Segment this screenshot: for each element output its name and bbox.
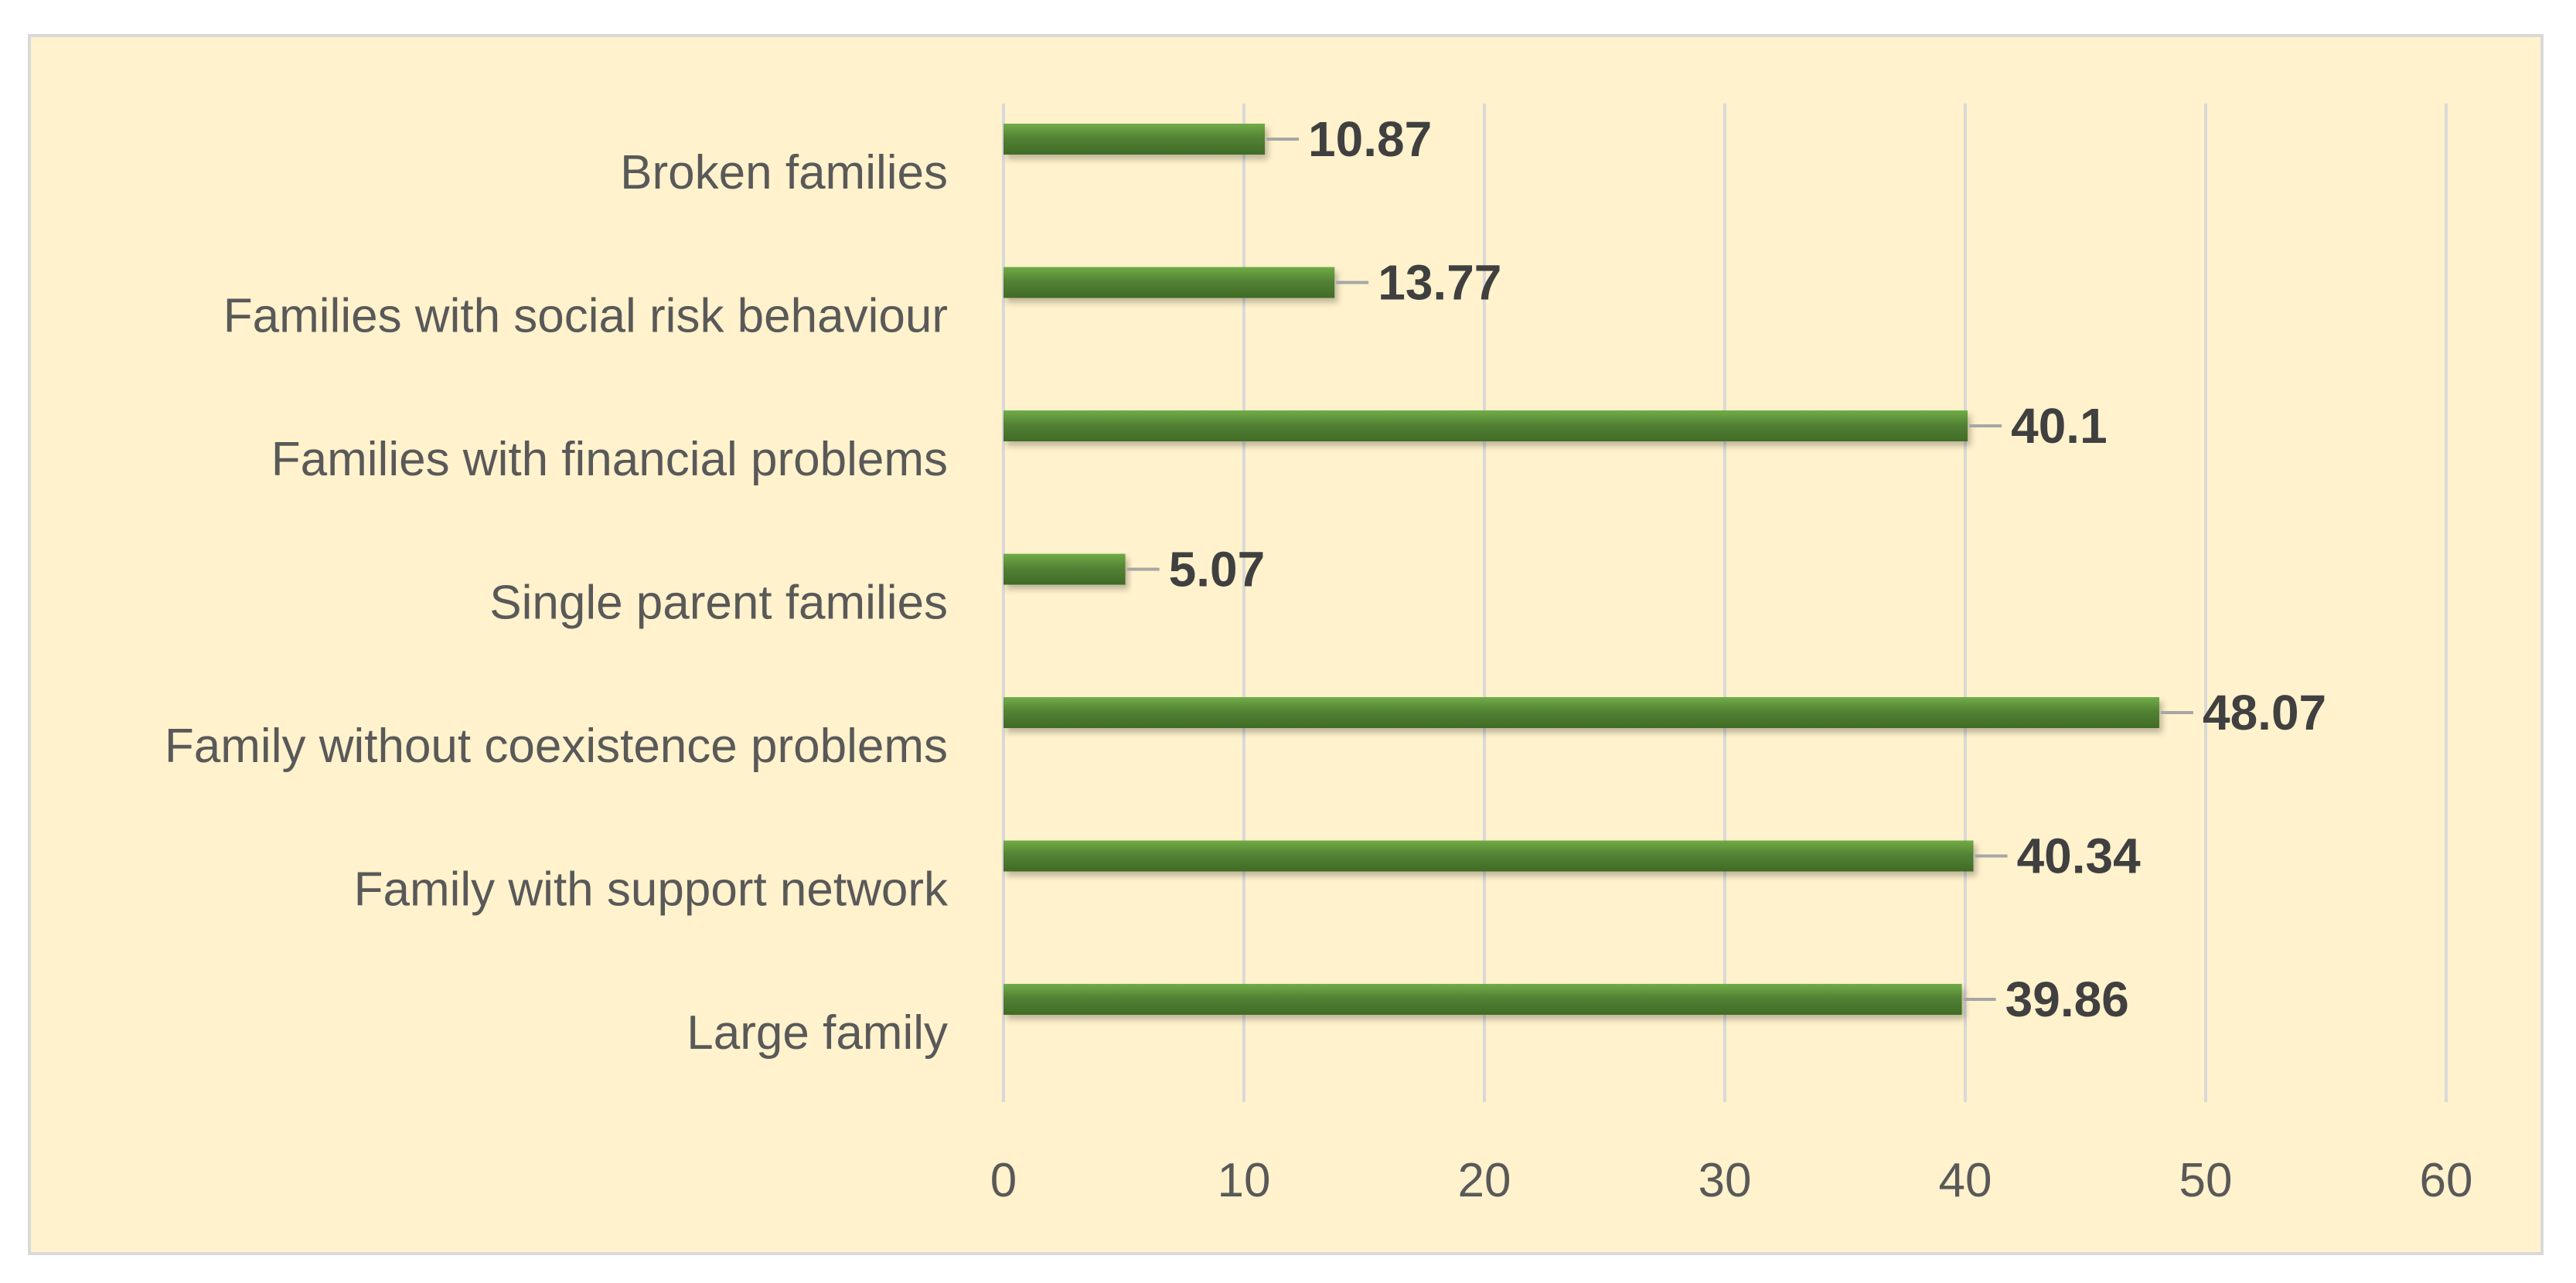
data-label: 40.1 bbox=[2011, 398, 2107, 454]
x-tick-label: 10 bbox=[1218, 1154, 1271, 1207]
bar bbox=[1003, 697, 2159, 728]
category-label: Single parent families bbox=[489, 577, 948, 630]
gridlines bbox=[1002, 104, 2448, 1102]
bar bbox=[1003, 124, 1266, 155]
bar bbox=[1003, 984, 1962, 1015]
chart-area bbox=[28, 34, 2544, 1255]
x-tick-label: 30 bbox=[1699, 1154, 1752, 1207]
data-label: 13.77 bbox=[1378, 255, 1501, 311]
category-label: Large family bbox=[687, 1006, 948, 1060]
category-label: Families with financial problems bbox=[271, 433, 948, 486]
category-label: Family without coexistence problems bbox=[165, 720, 948, 773]
x-tick-label: 60 bbox=[2420, 1154, 2473, 1207]
x-tick-label: 50 bbox=[2179, 1154, 2233, 1207]
x-tick-label: 0 bbox=[990, 1154, 1017, 1207]
bars bbox=[1003, 124, 2159, 1015]
bar bbox=[1003, 267, 1335, 298]
bar bbox=[1003, 553, 1126, 585]
x-tick-label: 40 bbox=[1939, 1154, 1992, 1207]
data-label: 40.34 bbox=[2017, 829, 2142, 884]
category-label: Broken families bbox=[620, 146, 948, 199]
data-label: 5.07 bbox=[1169, 542, 1266, 597]
data-label: 39.86 bbox=[2005, 972, 2129, 1027]
bar bbox=[1003, 410, 1968, 441]
bar bbox=[1003, 840, 1974, 872]
x-tick-label: 20 bbox=[1458, 1154, 1511, 1207]
category-label: Families with social risk behaviour bbox=[223, 290, 948, 343]
labels: 0 10 20 30 40 50 60 Broken families 10.87 Familie… bbox=[165, 111, 2473, 1207]
data-label: 48.07 bbox=[2203, 685, 2326, 740]
category-label: Family with support network bbox=[354, 863, 949, 917]
data-label: 10.87 bbox=[1308, 111, 1432, 167]
